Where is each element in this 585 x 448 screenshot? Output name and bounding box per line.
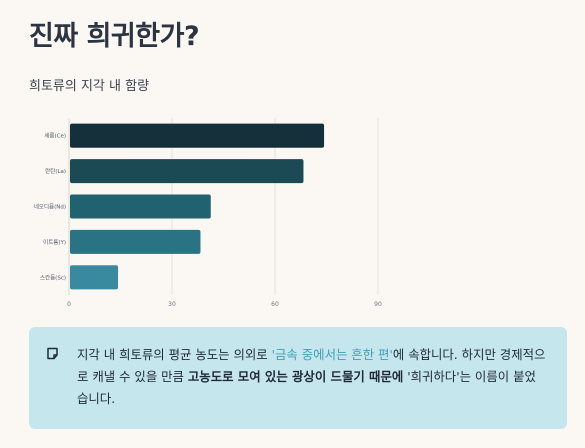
y-tick-label: 이트륨(Y) <box>43 238 66 246</box>
note-text-part2: 에 속합니다. 하지만 경제적으로 캐낼 수 있을 만큼 <box>77 347 546 384</box>
x-tick-label: 60 <box>271 301 279 308</box>
info-note: 지각 내 희토류의 평균 농도는 의외로 '금속 중에서는 흔한 편'에 속합니… <box>29 327 567 429</box>
bar-1 <box>70 159 304 184</box>
bar-chart: 세륨(Ce) 란탄(La) 네오디뮴(Nd) 이트륨(Y) 스칸듐(Sc) 0 30 60 9… <box>34 118 382 308</box>
chart-subtitle: 희토류의 지각 내 함량 <box>29 79 150 94</box>
note-text-part3: '희귀하다'는 이름이 붙었습니다. <box>77 369 536 406</box>
chart-bars <box>70 123 325 290</box>
x-tick-label: 30 <box>168 301 176 308</box>
note-icon <box>47 347 58 360</box>
bar-3 <box>70 229 201 254</box>
x-tick-label: 0 <box>67 301 71 308</box>
note-highlight: '금속 중에서는 흔한 편' <box>271 347 393 362</box>
x-axis-labels: 0 30 60 90 <box>67 301 382 308</box>
y-tick-label: 스칸듐(Sc) <box>40 274 66 281</box>
note-bold: 고농도로 모여 있는 광상이 드물기 때문에 <box>187 369 404 384</box>
y-tick-label: 세륨(Ce) <box>44 132 66 140</box>
bar-0 <box>70 123 325 148</box>
y-axis-labels: 세륨(Ce) 란탄(La) 네오디뮴(Nd) 이트륨(Y) 스칸듐(Sc) <box>34 132 66 282</box>
x-tick-label: 90 <box>374 301 382 308</box>
note-text-part1: 지각 내 희토류의 평균 농도는 의외로 <box>77 347 272 362</box>
y-tick-label: 네오디뮴(Nd) <box>34 203 66 211</box>
bar-2 <box>70 194 211 219</box>
page-title: 진짜 희귀한가? <box>29 21 200 52</box>
y-tick-label: 란탄(La) <box>45 167 66 175</box>
bar-4 <box>70 265 119 290</box>
